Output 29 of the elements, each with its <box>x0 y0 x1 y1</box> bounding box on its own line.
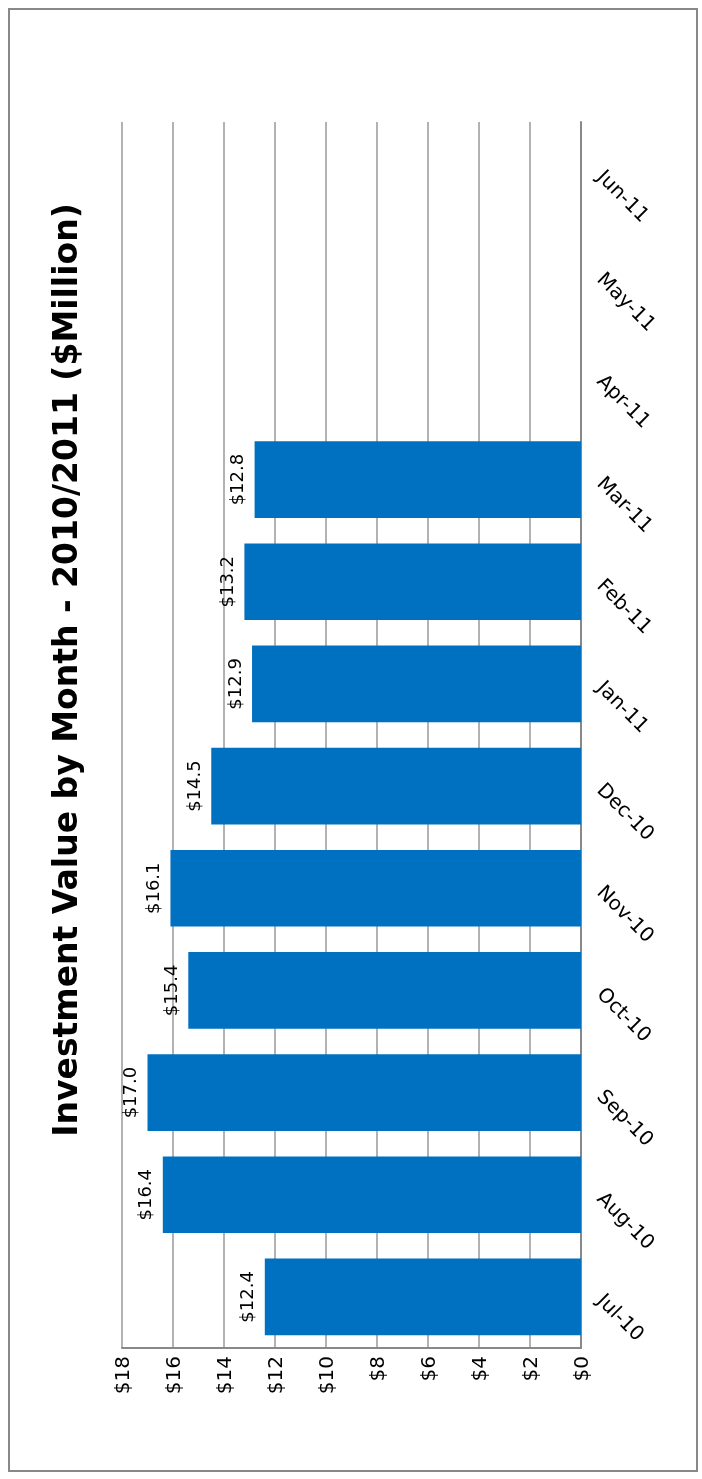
x-tick-label: $6 <box>416 1356 440 1382</box>
x-tick-label: $0 <box>569 1356 593 1382</box>
bar <box>264 1258 581 1336</box>
data-label: $16.4 <box>134 1168 156 1221</box>
bar <box>254 441 581 518</box>
x-tick-label: $18 <box>110 1356 134 1395</box>
data-label: $12.4 <box>236 1271 258 1323</box>
data-label: $13.2 <box>215 555 237 608</box>
bar <box>147 1054 581 1131</box>
bar <box>170 849 581 927</box>
x-tick-label: $14 <box>212 1356 236 1395</box>
bar <box>188 952 581 1029</box>
data-label: $15.4 <box>159 964 181 1017</box>
data-label: $14.5 <box>182 760 204 812</box>
x-tick-label: $8 <box>365 1356 389 1382</box>
x-tick-label: $2 <box>518 1356 542 1382</box>
x-tick-label: $10 <box>314 1356 338 1395</box>
data-label: $16.1 <box>141 862 163 915</box>
x-tick-label: $4 <box>467 1356 491 1382</box>
text: Investment Value by Month - 2010/2011 ($Million) <box>45 203 85 1137</box>
bar <box>162 1156 581 1234</box>
x-tick-label: $16 <box>161 1356 185 1395</box>
bar <box>244 543 581 621</box>
data-label: $12.8 <box>226 453 248 506</box>
bar <box>211 747 581 825</box>
data-label: $17.0 <box>119 1066 140 1119</box>
bar <box>252 645 581 723</box>
data-label: $12.9 <box>223 658 245 710</box>
x-tick-label: $12 <box>263 1356 287 1395</box>
